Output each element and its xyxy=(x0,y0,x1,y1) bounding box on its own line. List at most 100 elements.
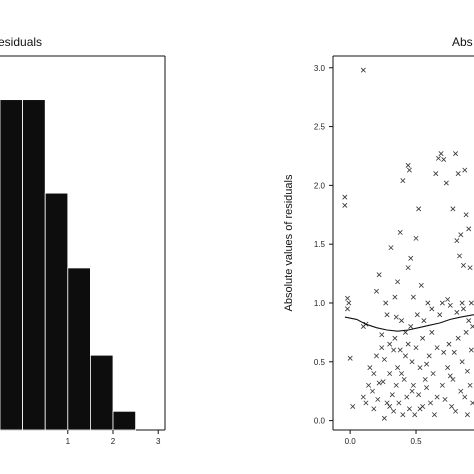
scatter-point-11 xyxy=(360,394,366,400)
scatter-point-68 xyxy=(426,353,432,359)
scatter-point-29 xyxy=(389,392,395,398)
scatter-point-38 xyxy=(397,229,403,235)
scatter-point-102 xyxy=(462,394,468,400)
scatter-point-71 xyxy=(430,371,436,377)
scatter-title: Abs xyxy=(452,35,473,49)
scatter-point-132 xyxy=(381,356,387,362)
scatter-point-6 xyxy=(347,355,353,361)
scatter-point-81 xyxy=(442,396,448,402)
scatter-point-78 xyxy=(439,382,445,388)
scatter-point-47 xyxy=(406,406,412,412)
scatter-point-1 xyxy=(342,194,348,200)
scatter-y-tick-label-1: 0.0 xyxy=(314,417,326,426)
scatter-point-117 xyxy=(371,371,377,377)
scatter-point-104 xyxy=(463,329,469,335)
histogram-x-tick-label-3: 3 xyxy=(156,437,161,446)
scatter-point-84 xyxy=(445,365,451,371)
scatter-x-tick-label-2: 0.5 xyxy=(410,437,422,446)
histogram-title: esiduals xyxy=(0,35,42,49)
scatter-point-57 xyxy=(414,312,420,318)
scatter-point-119 xyxy=(387,403,393,409)
scatter-point-95 xyxy=(455,171,461,177)
scatter-point-42 xyxy=(401,376,407,382)
scatter-point-134 xyxy=(399,371,405,377)
scatter-point-86 xyxy=(447,302,453,308)
scatter-point-31 xyxy=(392,335,398,341)
smoothing-curve xyxy=(344,314,474,332)
scatter-point-14 xyxy=(370,388,376,394)
scatter-point-23 xyxy=(383,300,389,306)
scatter-point-32 xyxy=(392,294,398,300)
scatter-point-43 xyxy=(402,353,408,359)
scatter-point-110 xyxy=(467,265,473,271)
scatter-y-tick-label-7: 3.0 xyxy=(314,64,326,73)
scatter-point-114 xyxy=(470,400,474,406)
scatter-point-70 xyxy=(429,329,435,335)
scatter-x-tick-label-1: 0.0 xyxy=(345,437,357,446)
scatter-point-133 xyxy=(391,347,397,353)
scatter-point-13 xyxy=(367,365,373,371)
histogram-x-axis: 1 2 3 xyxy=(66,430,161,446)
scatter-point-12 xyxy=(363,400,369,406)
histogram-bar-2 xyxy=(22,99,46,431)
scatter-point-126 xyxy=(441,349,447,355)
histogram-x-tick-label-1: 1 xyxy=(66,437,71,446)
scatter-point-27 xyxy=(387,371,393,377)
scatter-point-92 xyxy=(453,408,459,414)
scatter-point-66 xyxy=(424,385,430,391)
scatter-point-113 xyxy=(468,347,474,353)
scatter-point-54 xyxy=(412,412,418,418)
histogram-bar-1 xyxy=(0,99,24,431)
scatter-point-58 xyxy=(416,392,422,398)
scatter-point-64 xyxy=(421,318,427,324)
scatter-point-55 xyxy=(413,345,419,351)
scatter-point-79 xyxy=(439,300,445,306)
scatter-point-4 xyxy=(346,300,352,306)
scatter-point-33 xyxy=(393,382,399,388)
scatter-point-116 xyxy=(379,345,385,351)
scatter-points xyxy=(342,67,474,421)
scatter-point-93 xyxy=(454,238,460,244)
scatter-point-60 xyxy=(417,365,423,371)
scatter-point-83 xyxy=(445,296,451,302)
scatter-point-20 xyxy=(379,332,385,338)
scatter-point-122 xyxy=(409,388,415,394)
scatter-point-46 xyxy=(405,162,411,168)
scatter-point-87 xyxy=(449,403,455,409)
scatter-point-52 xyxy=(410,294,416,300)
scatter-point-35 xyxy=(396,400,402,406)
scatter-point-89 xyxy=(450,376,456,382)
scatter-y-tick-label-6: 2.5 xyxy=(314,123,326,132)
scatter-point-91 xyxy=(453,151,459,157)
scatter-point-72 xyxy=(431,412,437,418)
histogram-bar-5 xyxy=(90,354,114,431)
scatter-x-axis: 0.0 0.5 xyxy=(345,430,422,446)
scatter-point-107 xyxy=(464,412,470,418)
histogram-bar-6 xyxy=(112,410,137,431)
scatter-point-108 xyxy=(466,226,472,232)
scatter-point-131 xyxy=(376,380,382,386)
scatter-point-130 xyxy=(429,306,435,312)
scatter-point-49 xyxy=(408,255,414,261)
scatter-point-62 xyxy=(420,335,426,341)
scatter-point-8 xyxy=(360,67,366,73)
scatter-point-26 xyxy=(387,341,393,347)
scatter-point-18 xyxy=(375,396,381,402)
scatter-point-21 xyxy=(380,379,386,385)
scatter-point-105 xyxy=(463,212,469,218)
scatter-point-124 xyxy=(424,361,430,367)
scatter-y-axis: 0.0 0.5 1.0 1.5 2.0 2.5 3.0 xyxy=(314,64,333,426)
scatter-point-50 xyxy=(408,324,414,329)
scatter-point-17 xyxy=(374,288,379,294)
scatter-point-99 xyxy=(459,359,465,365)
scatter-point-90 xyxy=(451,349,457,355)
scatter-point-3 xyxy=(345,295,350,301)
scatter-point-24 xyxy=(384,312,390,318)
scatter-y-axis-title: Absolute values of residuals xyxy=(283,174,295,311)
scatter-point-77 xyxy=(438,151,444,157)
histogram-x-tick-label-2: 2 xyxy=(111,437,116,446)
scatter-point-76 xyxy=(437,312,443,318)
scatter-point-19 xyxy=(376,272,382,278)
scatter-y-tick-label-3: 1.0 xyxy=(314,299,326,308)
